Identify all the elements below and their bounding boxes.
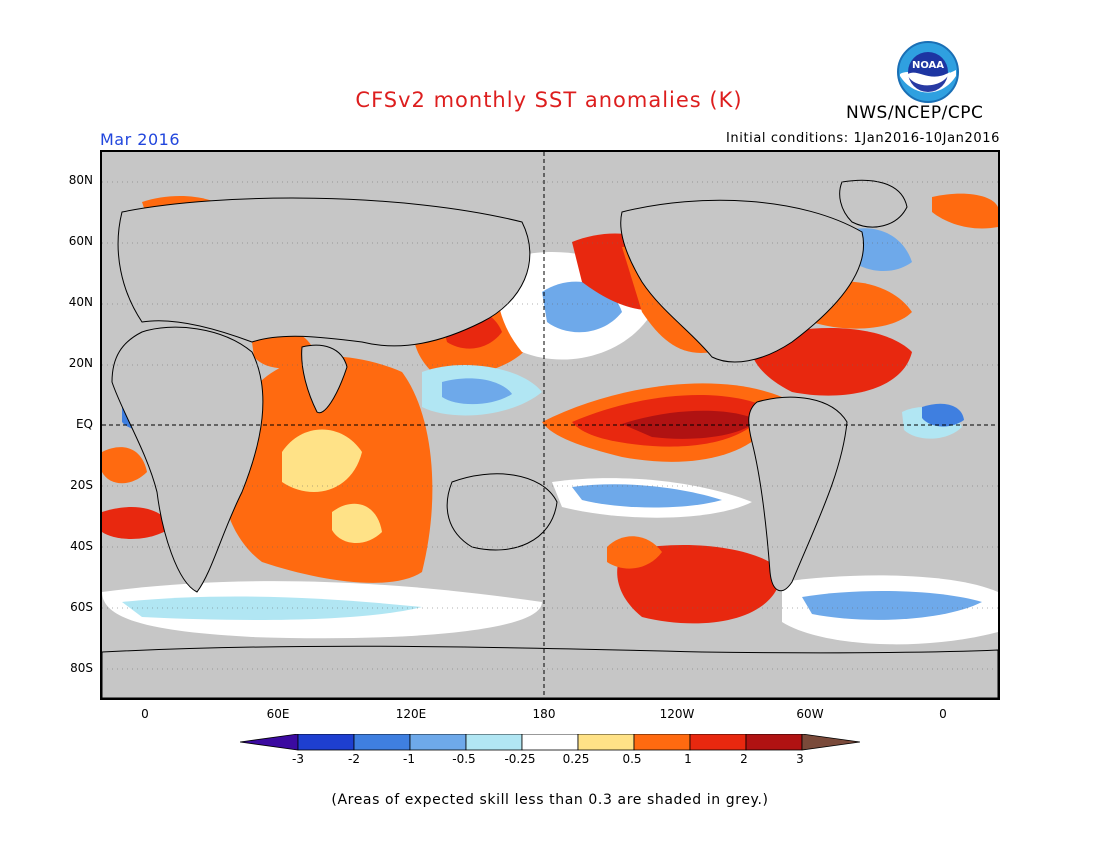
colorbar-swatch (297, 733, 355, 751)
chart-title: CFSv2 monthly SST anomalies (K) (355, 88, 743, 112)
sst-anomaly-map (100, 150, 1000, 700)
greenland-outline (839, 179, 908, 228)
africa-outline (111, 326, 264, 593)
colorbar-tick: 3 (796, 752, 804, 766)
colorbar-tick: -0.25 (504, 752, 536, 766)
colorbar-tick: 2 (740, 752, 748, 766)
agency-label: NWS/NCEP/CPC (846, 103, 984, 123)
footnote: (Areas of expected skill less than 0.3 a… (331, 792, 769, 808)
colorbar (239, 733, 861, 756)
colorbar-swatch (745, 733, 803, 751)
noaa-logo-text: NOAA (912, 60, 944, 71)
north-america-outline (620, 199, 864, 363)
lon-label-120w: 120W (659, 707, 695, 721)
lon-label-180: 180 (532, 707, 556, 721)
colorbar-tick: -0.5 (452, 752, 476, 766)
initial-conditions: Initial conditions: 1Jan2016-10Jan2016 (725, 131, 1000, 146)
colorbar-tick: 0.5 (622, 752, 642, 766)
colorbar-swatch (689, 733, 747, 751)
south-america-outline (748, 396, 848, 592)
colorbar-tick: 0.25 (562, 752, 590, 766)
map-canvas (102, 152, 998, 698)
lat-label-20s: 20S (70, 478, 93, 492)
warm-anomaly-south-pacific (617, 544, 782, 624)
colorbar-swatch (633, 733, 691, 751)
lat-label-60n: 60N (68, 234, 93, 248)
lon-label-120e: 120E (395, 707, 427, 721)
noaa-logo: NOAA (896, 40, 960, 108)
lon-label-60e: 60E (266, 707, 290, 721)
colorbar-tick: 1 (684, 752, 692, 766)
colorbar-swatch (465, 733, 523, 751)
australia-outline (446, 473, 558, 551)
lat-label-eq: EQ (75, 417, 93, 431)
lat-label-60s: 60S (70, 600, 93, 614)
colorbar-tick: -3 (292, 752, 304, 766)
colorbar-tick: -1 (403, 752, 415, 766)
colorbar-swatch (409, 733, 467, 751)
colorbar-swatch (353, 733, 411, 751)
colorbar-swatch (521, 733, 579, 751)
lon-label-60w: 60W (796, 707, 824, 721)
lat-label-80s: 80S (70, 661, 93, 675)
colorbar-under-arrow (239, 733, 299, 751)
lat-label-40s: 40S (70, 539, 93, 553)
colorbar-swatches (239, 733, 861, 751)
forecast-month: Mar 2016 (100, 130, 180, 149)
antarctica-outline (102, 645, 998, 698)
lat-label-20n: 20N (68, 356, 93, 370)
lat-label-80n: 80N (68, 173, 93, 187)
lat-label-40n: 40N (68, 295, 93, 309)
lon-label-0-right: 0 (939, 707, 947, 721)
india-outline (301, 344, 348, 414)
eurasia-outline (117, 197, 531, 347)
colorbar-over-arrow (801, 733, 861, 751)
lon-label-0: 0 (141, 707, 149, 721)
colorbar-tick: -2 (348, 752, 360, 766)
colorbar-swatch (577, 733, 635, 751)
coastlines (102, 179, 998, 698)
